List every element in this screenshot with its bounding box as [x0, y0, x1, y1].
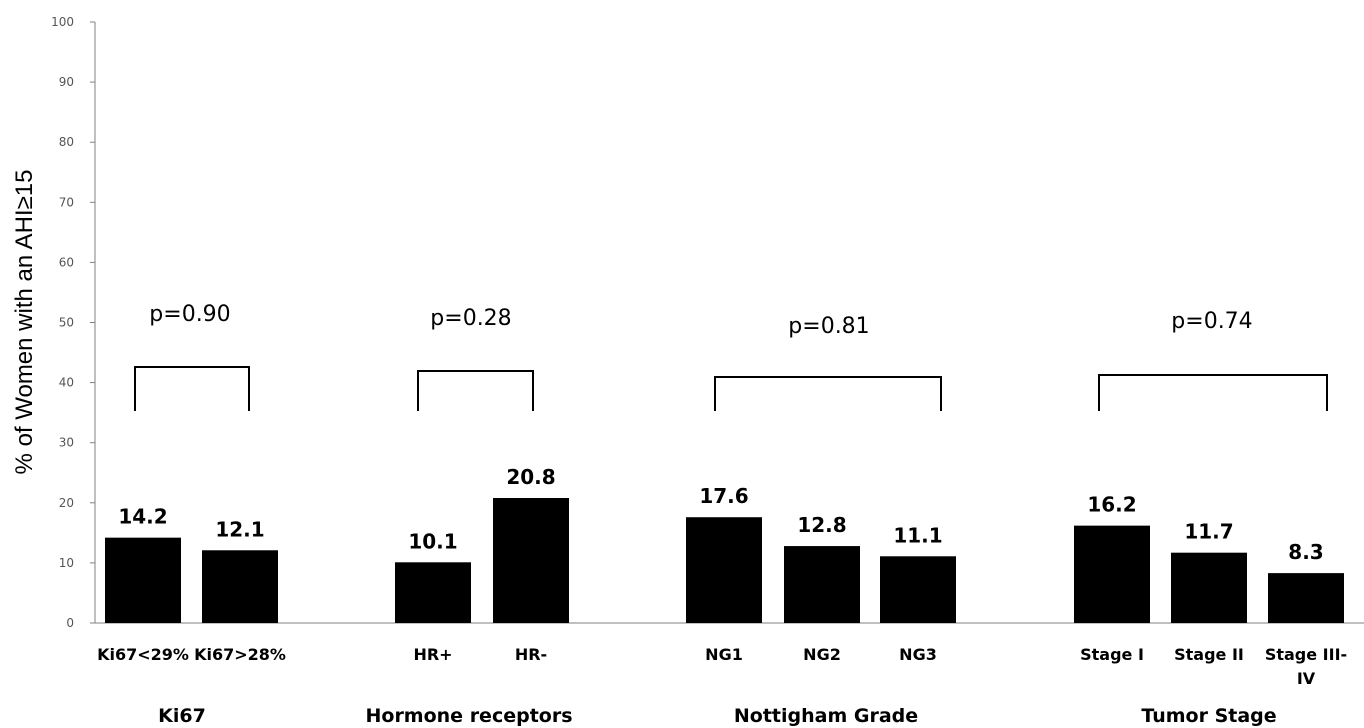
p-value-bracket	[134, 366, 250, 411]
y-tick-label: 90	[59, 75, 74, 89]
y-tick-label: 60	[59, 255, 74, 269]
group-label: Tumor Stage	[1141, 705, 1276, 727]
y-tick-label: 70	[59, 195, 74, 209]
p-value-label: p=0.74	[1171, 309, 1252, 334]
category-label-line: IV	[1297, 669, 1316, 688]
y-tick-label: 50	[59, 316, 74, 330]
p-value-bracket	[417, 370, 534, 411]
bar	[395, 562, 471, 623]
y-tick-label: 80	[59, 135, 74, 149]
category-label-line: NG1	[705, 645, 743, 664]
category-label: Ki67>28%	[194, 645, 286, 664]
bar	[202, 550, 278, 623]
category-label-line: NG2	[803, 645, 841, 664]
data-label: 10.1	[408, 529, 457, 553]
bars	[105, 497, 1344, 623]
bar	[493, 497, 569, 623]
category-label: Stage II	[1174, 645, 1244, 664]
group-label: Hormone receptors	[365, 705, 572, 727]
p-value-label: p=0.28	[430, 306, 511, 331]
data-label: 12.8	[797, 513, 846, 537]
category-label-line: Stage II	[1174, 645, 1244, 664]
data-label: 8.3	[1288, 540, 1323, 564]
data-label: 11.1	[893, 523, 942, 547]
bar	[686, 517, 762, 623]
category-label: NG3	[899, 645, 937, 664]
p-value-bracket	[714, 376, 942, 411]
p-value-bracket	[1098, 374, 1328, 411]
bar	[784, 546, 860, 623]
bar	[880, 556, 956, 623]
category-label: Ki67<29%	[97, 645, 189, 664]
bar	[1074, 525, 1150, 623]
category-label-line: Ki67>28%	[194, 645, 286, 664]
data-label: 17.6	[699, 484, 748, 508]
y-tick-label: 40	[59, 376, 74, 390]
category-label: HR-	[515, 645, 547, 664]
category-label: NG1	[705, 645, 743, 664]
category-label-line: Stage III-	[1265, 645, 1347, 664]
category-label-line: NG3	[899, 645, 937, 664]
labels: p=0.90 Ki67 14.2 Ki67<29% 12.1 Ki67>28% p=0.28…	[97, 302, 1347, 727]
group-label: Ki67	[158, 705, 206, 727]
p-value-label: p=0.90	[149, 302, 230, 327]
category-label: NG2	[803, 645, 841, 664]
data-label: 14.2	[118, 505, 167, 529]
category-label-line: Ki67<29%	[97, 645, 189, 664]
data-label: 20.8	[506, 465, 555, 489]
category-label: HR+	[413, 645, 452, 664]
y-tick-label: 10	[59, 556, 74, 570]
data-label: 11.7	[1184, 520, 1233, 544]
category-label-line: Stage I	[1080, 645, 1144, 664]
y-tick-label: 0	[66, 616, 74, 630]
category-label-line: HR+	[413, 645, 452, 664]
y-axis-title: % of Women with an AHI≥15	[11, 170, 38, 475]
bar	[1171, 552, 1247, 623]
p-value-label: p=0.81	[788, 314, 869, 339]
group-label: Nottigham Grade	[734, 705, 918, 727]
p-value-brackets	[134, 366, 1328, 411]
y-tick-label: 20	[59, 496, 74, 510]
y-axis-ticks: 0 10 20 30 40 50 60 70 80 90 100	[51, 15, 95, 630]
y-tick-label: 100	[51, 15, 74, 29]
category-label: Stage III- IV	[1265, 645, 1347, 688]
data-label: 16.2	[1087, 493, 1136, 517]
category-label: Stage I	[1080, 645, 1144, 664]
data-label: 12.1	[215, 517, 264, 541]
category-label-line: HR-	[515, 645, 547, 664]
y-tick-label: 30	[59, 436, 74, 450]
bar	[1268, 573, 1344, 623]
bar	[105, 537, 181, 623]
